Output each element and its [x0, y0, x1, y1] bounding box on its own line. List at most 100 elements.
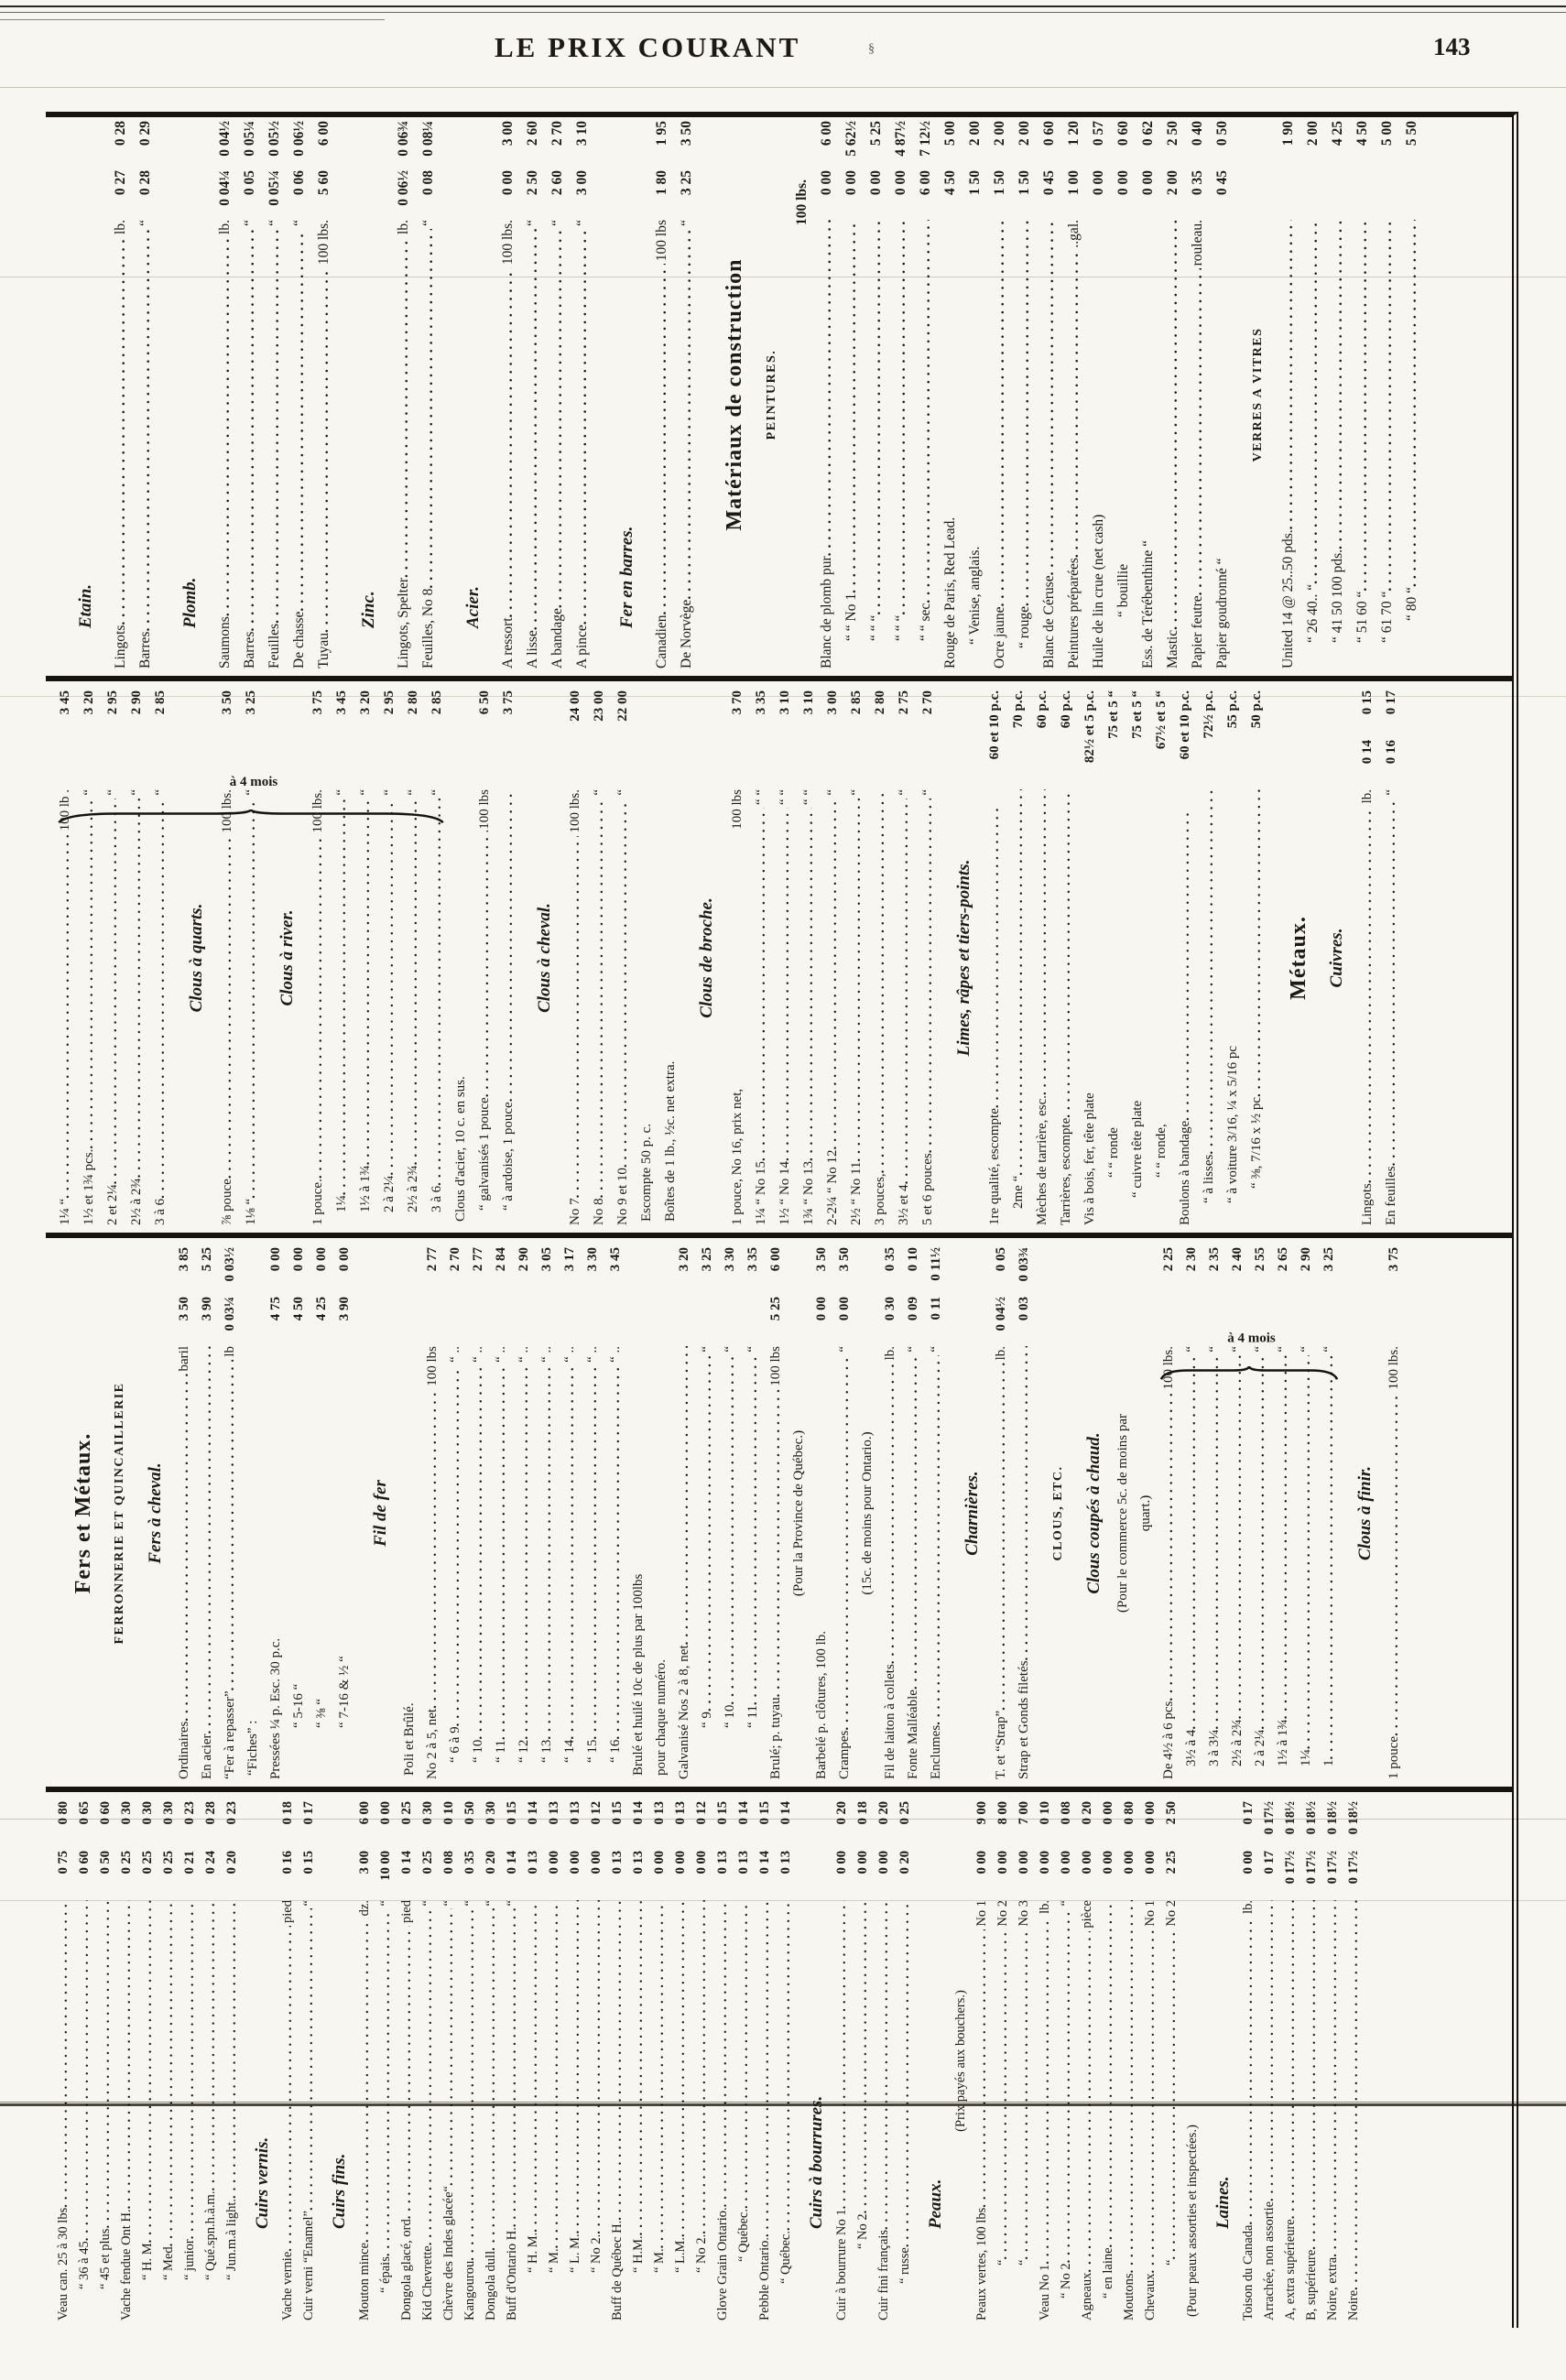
- price-row: 3 à 3¼ “ 2 35: [1203, 1247, 1226, 1779]
- leader-dots: [1203, 1355, 1226, 1730]
- item-label: Glove Grain Ontario.: [715, 2207, 730, 2320]
- terms-brace-label: à 4 mois: [1227, 1331, 1276, 1346]
- item-label: 1½ à 1¾: [1275, 1719, 1290, 1766]
- unit-label: “: [382, 789, 397, 796]
- item-label: Moutons: [1122, 2273, 1136, 2320]
- leader-dots: [987, 220, 1012, 606]
- unit-label: “ ..: [584, 1346, 600, 1363]
- leader-dots: [844, 799, 868, 1162]
- price-high: 0 29: [137, 121, 153, 147]
- leader-dots: [173, 1375, 196, 1722]
- leader-dots: [833, 1355, 856, 1731]
- price-row: 3½ et 4 “ 2 75: [892, 690, 916, 1225]
- unit-label: “: [266, 220, 282, 226]
- section-title: Matériaux de construction: [723, 258, 746, 531]
- unit-label: dz.: [357, 1900, 372, 1917]
- item-label: Blanc de Céruse: [1040, 575, 1057, 668]
- unit-label: “: [105, 789, 120, 796]
- item-label: “: [995, 2259, 1010, 2266]
- item-label: Mastic: [1164, 629, 1180, 668]
- leader-dots: [742, 1355, 765, 1705]
- price-high: 2 77: [470, 1247, 485, 1272]
- price-row: “ Jun.m.à light. 0 20 0 23: [222, 1801, 243, 2320]
- price-row: Buff de Québec H. 0 13 0 15: [607, 1801, 628, 2320]
- item-label: Buff de Québec H.: [610, 2220, 625, 2320]
- price-high: 2 00: [966, 121, 983, 147]
- price-row: Arrachée, non assortie 0 17 0 17½: [1259, 1801, 1280, 2320]
- price-low: 0 00: [500, 170, 516, 196]
- leader-dots: [628, 1900, 649, 2235]
- item-label: No 9 et 10: [615, 1168, 630, 1225]
- price-row: 2½ à 2¾ “ 2 80: [401, 690, 425, 1225]
- item-label: “ galvanisés 1 pouce: [477, 1097, 492, 1211]
- unit-label: “: [1383, 789, 1398, 796]
- price-row: Chevaux No 1 0 00 0 00: [1140, 1801, 1161, 2320]
- scan-artifact-line: [0, 696, 1566, 697]
- item-label: No 2 à 5, net: [424, 1708, 440, 1779]
- price-high: 1 20: [1065, 121, 1082, 147]
- price-high: 75 et 5 “: [1130, 690, 1145, 739]
- leader-dots: [418, 1908, 439, 2245]
- price-high: 4 25: [1329, 121, 1345, 147]
- leader-dots: [649, 264, 674, 614]
- price-row: Barres “ 0 05 0 05¼: [237, 121, 262, 668]
- price-row: “ No 2 “ 0 00 0 08: [1056, 1801, 1077, 2320]
- unit-label: lb.: [1038, 1900, 1052, 1914]
- item-label: Crampes: [836, 1730, 852, 1779]
- leader-dots: [1343, 1900, 1365, 2290]
- price-high: 24 00: [568, 690, 582, 722]
- unit-label: “: [592, 789, 606, 796]
- price-low: 0 00: [1017, 1851, 1031, 1875]
- price-high: 0 18½: [1325, 1801, 1340, 1835]
- price-high: 2 30: [1183, 1247, 1199, 1272]
- leader-dots: [401, 799, 425, 1166]
- price-row: “ 14 “ .. 3 17: [559, 1247, 582, 1779]
- item-label: Vache vernie: [280, 2251, 295, 2320]
- section-title: Fers et Métaux.: [71, 1432, 95, 1594]
- leader-dots: [1158, 1393, 1180, 1701]
- price-row: 1 pouce 100 lbs. 3 75: [1383, 1247, 1406, 1779]
- page-number: 143: [1433, 33, 1471, 60]
- price-low: 0 17: [1262, 1851, 1277, 1875]
- note-line: Brulé et huilé 10c de plus par 100lbs: [630, 1573, 646, 1776]
- note-line: (Pour peaux assorties et inspectées.): [1185, 2125, 1200, 2317]
- item-label: “ H. M: [140, 2243, 155, 2280]
- price-high: 7 12½: [917, 121, 933, 157]
- price-low: 0 00: [867, 170, 884, 196]
- item-label: De 4½ à 6 pcs: [1160, 1701, 1176, 1779]
- item-label: Veau No 1: [1038, 2264, 1052, 2320]
- item-label: En feuilles: [1383, 1166, 1398, 1225]
- price-row: Ocre jaune 1 50 2 00: [987, 121, 1012, 668]
- unit-label: “: [137, 220, 153, 226]
- leader-dots: [1077, 1931, 1098, 2273]
- price-high: 0 10: [905, 1247, 920, 1272]
- price-low: 0 13: [715, 1851, 730, 1875]
- item-label: De Norvège: [679, 599, 694, 668]
- price-high: 0 14: [778, 1801, 793, 1825]
- price-high: 2 55: [1252, 1247, 1267, 1272]
- price-row: “ “ “ 0 00 4 87½: [888, 121, 913, 668]
- item-label: Strap et Gonds filetés: [1016, 1660, 1031, 1779]
- price-low: 0 24: [203, 1851, 218, 1875]
- item-label: “ 45 et plus: [98, 2228, 113, 2289]
- price-row: Galvanisé Nos 2 à 8, net 3 20: [673, 1247, 696, 1779]
- unit-label: “: [358, 789, 373, 796]
- leader-dots: [74, 1900, 95, 2241]
- price-row: En feuilles “ 0 16 0 17: [1379, 690, 1403, 1225]
- terms-brace: [1159, 1366, 1339, 1380]
- price-low: 3 50: [176, 1297, 191, 1321]
- price-high: 3 30: [722, 1247, 737, 1272]
- leader-dots: [125, 799, 148, 1179]
- price-low: 1 50: [966, 170, 983, 196]
- item-label: Galvanisé Nos 2 à 8, net: [676, 1645, 691, 1779]
- price-high: 5 00: [941, 121, 958, 147]
- price-row: 5 et 6 pouces “ 2 70: [916, 690, 940, 1225]
- price-high: 3 00: [825, 690, 840, 715]
- section-heading: Clous à quarts.: [187, 903, 206, 1013]
- price-high: 0 10: [441, 1801, 456, 1825]
- unit-label: 100 lbs: [654, 220, 669, 262]
- price-high: 0 30: [420, 1801, 435, 1825]
- leader-dots: [1035, 1917, 1056, 2265]
- unit-label: rouleau.: [1189, 220, 1205, 266]
- price-row: 2½ à 2¾ “ 2 90: [125, 690, 148, 1225]
